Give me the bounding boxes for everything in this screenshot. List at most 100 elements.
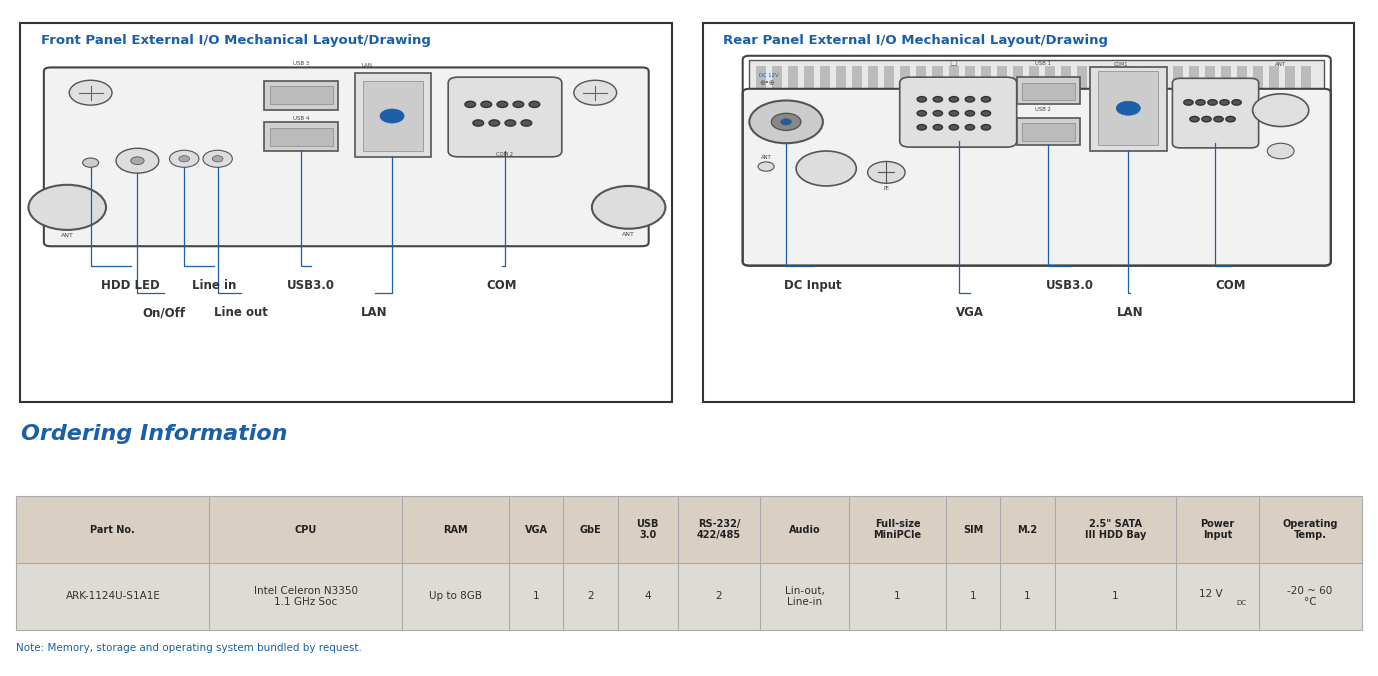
Text: PE: PE	[883, 186, 889, 191]
Circle shape	[203, 150, 233, 168]
Circle shape	[868, 162, 905, 183]
Text: ANT: ANT	[61, 233, 73, 237]
Circle shape	[758, 162, 774, 171]
Bar	[1022, 124, 1075, 141]
Text: COM: COM	[486, 279, 517, 292]
Circle shape	[1196, 99, 1206, 105]
Bar	[788, 66, 798, 88]
Bar	[836, 66, 846, 88]
FancyBboxPatch shape	[44, 68, 649, 246]
Text: SIM: SIM	[963, 525, 984, 535]
Text: Part No.: Part No.	[91, 525, 135, 535]
Text: Note: Memory, storage and operating system bundled by request.: Note: Memory, storage and operating syst…	[17, 643, 362, 652]
Text: Line out: Line out	[214, 306, 267, 320]
Circle shape	[380, 109, 404, 123]
Text: LAN: LAN	[361, 63, 372, 68]
Text: M.2: M.2	[1017, 525, 1038, 535]
Text: USB3.0: USB3.0	[287, 279, 335, 292]
Text: USB
3.0: USB 3.0	[637, 518, 659, 540]
Circle shape	[529, 101, 540, 107]
Circle shape	[1268, 143, 1294, 159]
Circle shape	[131, 157, 145, 164]
Bar	[354, 73, 431, 157]
Text: COM: COM	[1215, 279, 1246, 292]
Bar	[1173, 66, 1184, 88]
Bar	[965, 66, 974, 88]
Bar	[17, 563, 1361, 630]
Bar	[1286, 66, 1295, 88]
Text: ANT: ANT	[1275, 62, 1286, 68]
Circle shape	[965, 111, 974, 116]
Circle shape	[1202, 116, 1211, 122]
Bar	[933, 66, 943, 88]
Text: HDD LED: HDD LED	[102, 279, 160, 292]
Bar	[1124, 66, 1135, 88]
FancyBboxPatch shape	[743, 89, 1331, 266]
Circle shape	[513, 101, 524, 107]
Circle shape	[83, 158, 99, 168]
Bar	[948, 66, 959, 88]
Circle shape	[179, 155, 190, 162]
Circle shape	[481, 101, 492, 107]
Text: Up to 8GB: Up to 8GB	[429, 592, 482, 602]
Text: Intel Celeron N3350
1.1 GHz Soc: Intel Celeron N3350 1.1 GHz Soc	[254, 585, 358, 607]
Text: 1: 1	[1024, 592, 1031, 602]
Circle shape	[464, 101, 475, 107]
Text: DC Input: DC Input	[784, 279, 842, 292]
FancyBboxPatch shape	[1173, 78, 1258, 148]
FancyBboxPatch shape	[448, 77, 562, 157]
Circle shape	[1184, 99, 1193, 105]
Bar	[362, 81, 423, 151]
Circle shape	[933, 97, 943, 102]
Bar	[1017, 118, 1080, 145]
Bar	[996, 66, 1007, 88]
Text: 2: 2	[587, 592, 594, 602]
Bar	[981, 66, 991, 88]
Bar	[1076, 66, 1087, 88]
Circle shape	[504, 120, 515, 126]
Circle shape	[1226, 116, 1235, 122]
Bar	[270, 87, 332, 104]
Text: 1: 1	[970, 592, 977, 602]
Bar	[1221, 66, 1231, 88]
Text: -20 ~ 60
°C: -20 ~ 60 °C	[1287, 585, 1333, 607]
Text: 1: 1	[1112, 592, 1119, 602]
Circle shape	[29, 185, 106, 230]
Circle shape	[981, 124, 991, 130]
Circle shape	[949, 111, 959, 116]
Text: GbE: GbE	[580, 525, 601, 535]
Circle shape	[933, 111, 943, 116]
Text: □: □	[949, 59, 958, 68]
Bar	[1301, 66, 1312, 88]
Circle shape	[918, 111, 926, 116]
Text: On/Off: On/Off	[142, 306, 186, 320]
Text: ⊕•⊕: ⊕•⊕	[759, 80, 776, 86]
Bar	[852, 66, 863, 88]
Circle shape	[212, 155, 223, 162]
Circle shape	[750, 101, 823, 143]
Bar	[1029, 66, 1039, 88]
Circle shape	[489, 120, 500, 126]
Text: DC 12V: DC 12V	[759, 73, 779, 78]
Circle shape	[981, 97, 991, 102]
Text: VGA: VGA	[956, 306, 984, 320]
Bar	[1253, 66, 1264, 88]
Text: USB3.0: USB3.0	[1046, 279, 1094, 292]
Bar	[1098, 71, 1159, 145]
Bar	[270, 128, 332, 146]
Bar	[1237, 66, 1247, 88]
Text: USB 1: USB 1	[1035, 62, 1051, 66]
Text: DC: DC	[1236, 600, 1247, 606]
Bar	[750, 59, 1324, 91]
Circle shape	[772, 114, 801, 130]
Circle shape	[918, 97, 926, 102]
Circle shape	[69, 80, 112, 105]
Circle shape	[1209, 99, 1217, 105]
Bar	[265, 81, 338, 110]
Bar	[17, 496, 1361, 630]
Text: 1: 1	[894, 592, 901, 602]
Text: Line in: Line in	[192, 279, 237, 292]
Bar	[1017, 77, 1080, 104]
Bar	[916, 66, 926, 88]
Text: VGA: VGA	[525, 525, 547, 535]
